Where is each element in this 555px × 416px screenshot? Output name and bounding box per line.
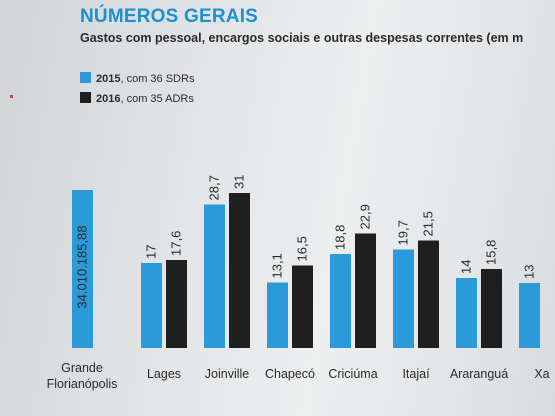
bar-label-joinville-2016: 31	[232, 175, 247, 189]
bar-criciuma-2015	[330, 254, 351, 348]
bar-joinville-2015	[204, 204, 225, 348]
bar-chapeco-2015	[267, 282, 288, 348]
bar-label-lages-2015: 17	[144, 245, 159, 259]
bar-itajai-2016	[418, 240, 439, 348]
bar-label-grande-florianopolis: 34.010.185,88	[75, 225, 90, 308]
bar-label-criciuma-2016: 22,9	[358, 204, 373, 229]
category-label-grande-florianopolis: Grande Florianópolis	[47, 361, 118, 391]
bar-joinville-2016	[229, 193, 250, 348]
bar-label-chapeco-2016: 16,5	[295, 236, 310, 261]
legend-swatch-2016	[80, 92, 91, 103]
category-label-lages: Lages	[147, 367, 181, 381]
bar-grande-florianopolis-2015	[72, 190, 93, 348]
bar-label-chapeco-2015: 13,1	[270, 253, 285, 278]
category-label-xa: Xa	[534, 367, 549, 381]
legend-year-2015: 2015	[96, 73, 121, 85]
category-label-ararangua: Araranguá	[450, 367, 508, 381]
bar-criciuma-2016	[355, 233, 376, 348]
chart-title: NÚMEROS GERAIS	[80, 6, 259, 27]
bar-xa-2015	[519, 283, 540, 348]
bar-label-xa-2015: 13	[522, 265, 537, 279]
legend-swatch-2015	[80, 72, 91, 83]
legend-item-2015: 2015, com 36 SDRs	[80, 72, 194, 85]
category-label-criciuma: Criciúma	[328, 367, 377, 381]
bar-label-ararangua-2016: 15,8	[484, 240, 499, 265]
category-label-itajai: Itajaí	[402, 367, 430, 381]
bar-lages-2015	[141, 263, 162, 348]
legend-item-2016: 2016, com 35 ADRs	[80, 92, 194, 105]
legend-year-2016: 2016	[96, 93, 121, 105]
legend-text-2016: , com 35 ADRs	[120, 93, 194, 105]
bar-ararangua-2015	[456, 278, 477, 348]
bar-ararangua-2016	[481, 269, 502, 348]
bar-label-lages-2016: 17,6	[169, 231, 184, 256]
category-label-chapeco: Chapecó	[265, 367, 315, 381]
chart-subtitle: Gastos com pessoal, encargos sociais e o…	[80, 31, 524, 45]
bar-label-itajai-2016: 21,5	[421, 211, 436, 236]
bar-label-joinville-2015: 28,7	[207, 175, 222, 200]
bar-lages-2016	[166, 260, 187, 348]
category-label-joinville: Joinville	[205, 367, 250, 381]
red-dot-mark	[10, 95, 13, 98]
bar-label-itajai-2015: 19,7	[396, 220, 411, 245]
bar-chapeco-2016	[292, 265, 313, 348]
bar-label-criciuma-2015: 18,8	[333, 225, 348, 250]
legend-text-2015: , com 36 SDRs	[120, 73, 195, 85]
bar-itajai-2015	[393, 249, 414, 348]
bar-label-ararangua-2015: 14	[459, 260, 474, 274]
